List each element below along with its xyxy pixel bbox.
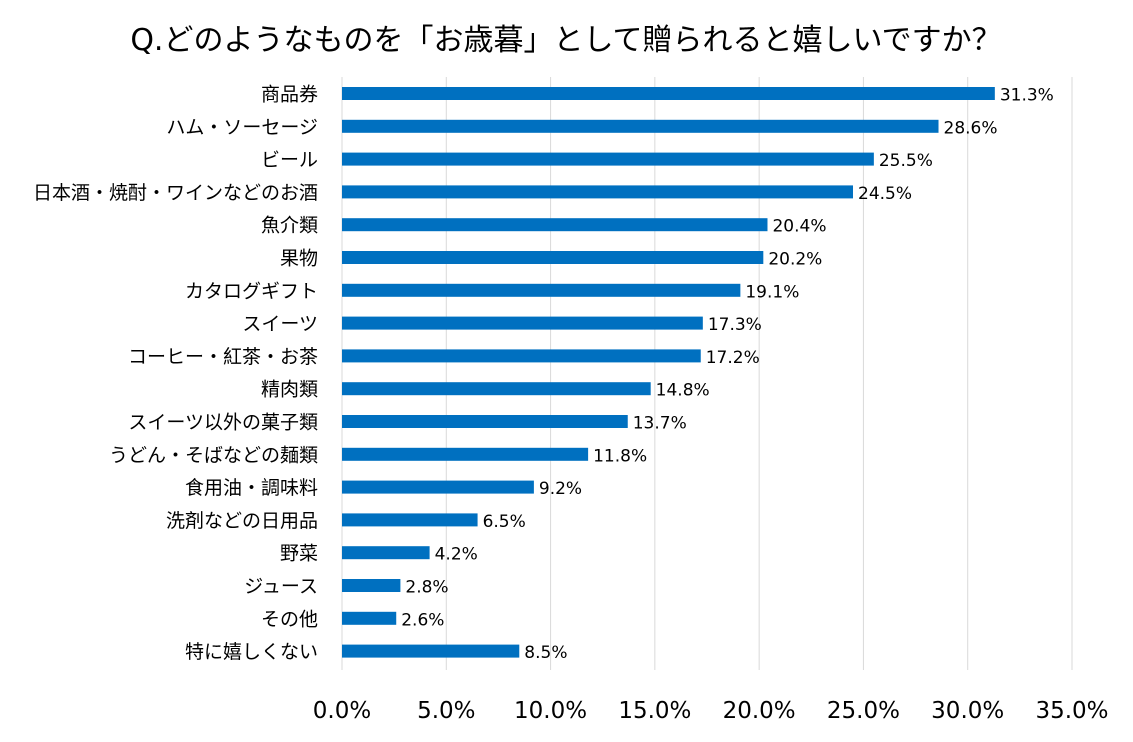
x-tick-label: 25.0% [827,698,900,724]
x-tick-label: 20.0% [723,698,796,724]
category-label: 果物 [280,248,318,270]
data-label: 19.1% [745,282,799,302]
x-tick-label: 15.0% [618,698,691,724]
data-label: 17.3% [708,315,762,335]
x-tick-label: 10.0% [514,698,587,724]
category-label: 特に嬉しくない [185,641,318,663]
category-label: 食用油・調味料 [185,477,318,499]
category-label: ビール [261,149,318,171]
category-label: ハム・ソーセージ [166,116,318,138]
data-label: 20.4% [772,217,826,237]
data-label: 24.5% [858,184,912,204]
x-tick-label: 35.0% [1035,698,1108,724]
bar [342,316,703,330]
bar [342,251,764,264]
data-label: 14.8% [656,381,710,401]
category-label: 精肉類 [261,379,318,401]
category-label: コーヒー・紅茶・お茶 [128,346,318,368]
bar [342,87,995,100]
bar [342,119,939,133]
data-label: 11.8% [593,446,647,466]
data-label: 20.2% [768,250,822,270]
x-axis-tick-labels: 0.0% 5.0% 10.0% 15.0% 20.0% 25.0% 30.0% 35.0% [313,698,1109,724]
data-label: 2.8% [405,578,448,598]
x-tick-label: 0.0% [313,698,371,724]
data-labels: 31.3%28.6% 25.5% 24.5% 20.4% 20.2% 19.1% 17.3%… [401,86,1054,664]
bar [342,513,478,527]
data-label: 6.5% [483,512,526,532]
category-label: うどん・そばなどの麺類 [109,444,318,466]
bars [342,87,995,658]
bar [342,152,874,166]
bar [342,382,651,396]
data-label: 4.2% [435,545,478,565]
category-labels: 商品券ハム・ソーセージビール日本酒・焼酎・ワインなどのお酒魚介類果物カタログギフ… [33,84,318,664]
bar [342,611,397,625]
data-label: 9.2% [539,479,582,499]
category-label: その他 [261,608,318,630]
data-label: 31.3% [1000,86,1054,106]
category-label: スイーツ [242,313,318,335]
bar [342,349,701,363]
bar [342,447,589,461]
bar [342,283,741,297]
data-label: 25.5% [879,151,933,171]
data-label: 17.2% [706,348,760,368]
bar [342,185,853,199]
data-label: 13.7% [633,414,687,434]
bar [342,579,401,592]
bar [342,546,430,560]
chart-title: Q.どのようなものを「お歳暮」として贈られると嬉しいですか？ [130,23,1001,58]
data-label: 8.5% [524,643,567,663]
category-label: スイーツ以外の菓子類 [128,412,318,434]
x-tick-label: 5.0% [417,698,475,724]
bar [342,644,520,658]
category-label: 野菜 [280,543,318,565]
x-tick-label: 30.0% [931,698,1004,724]
category-label: ジュース [244,576,318,598]
category-label: 商品券 [261,84,318,106]
category-label: 魚介類 [261,215,318,237]
bar [342,218,768,232]
category-label: 洗剤などの日用品 [166,510,318,532]
bar [342,415,628,428]
bar [342,480,534,494]
category-label: カタログギフト [185,280,318,302]
data-label: 2.6% [401,610,444,630]
data-label: 28.6% [944,118,998,138]
gridlines [341,77,1073,670]
category-label: 日本酒・焼酎・ワインなどのお酒 [33,182,318,204]
